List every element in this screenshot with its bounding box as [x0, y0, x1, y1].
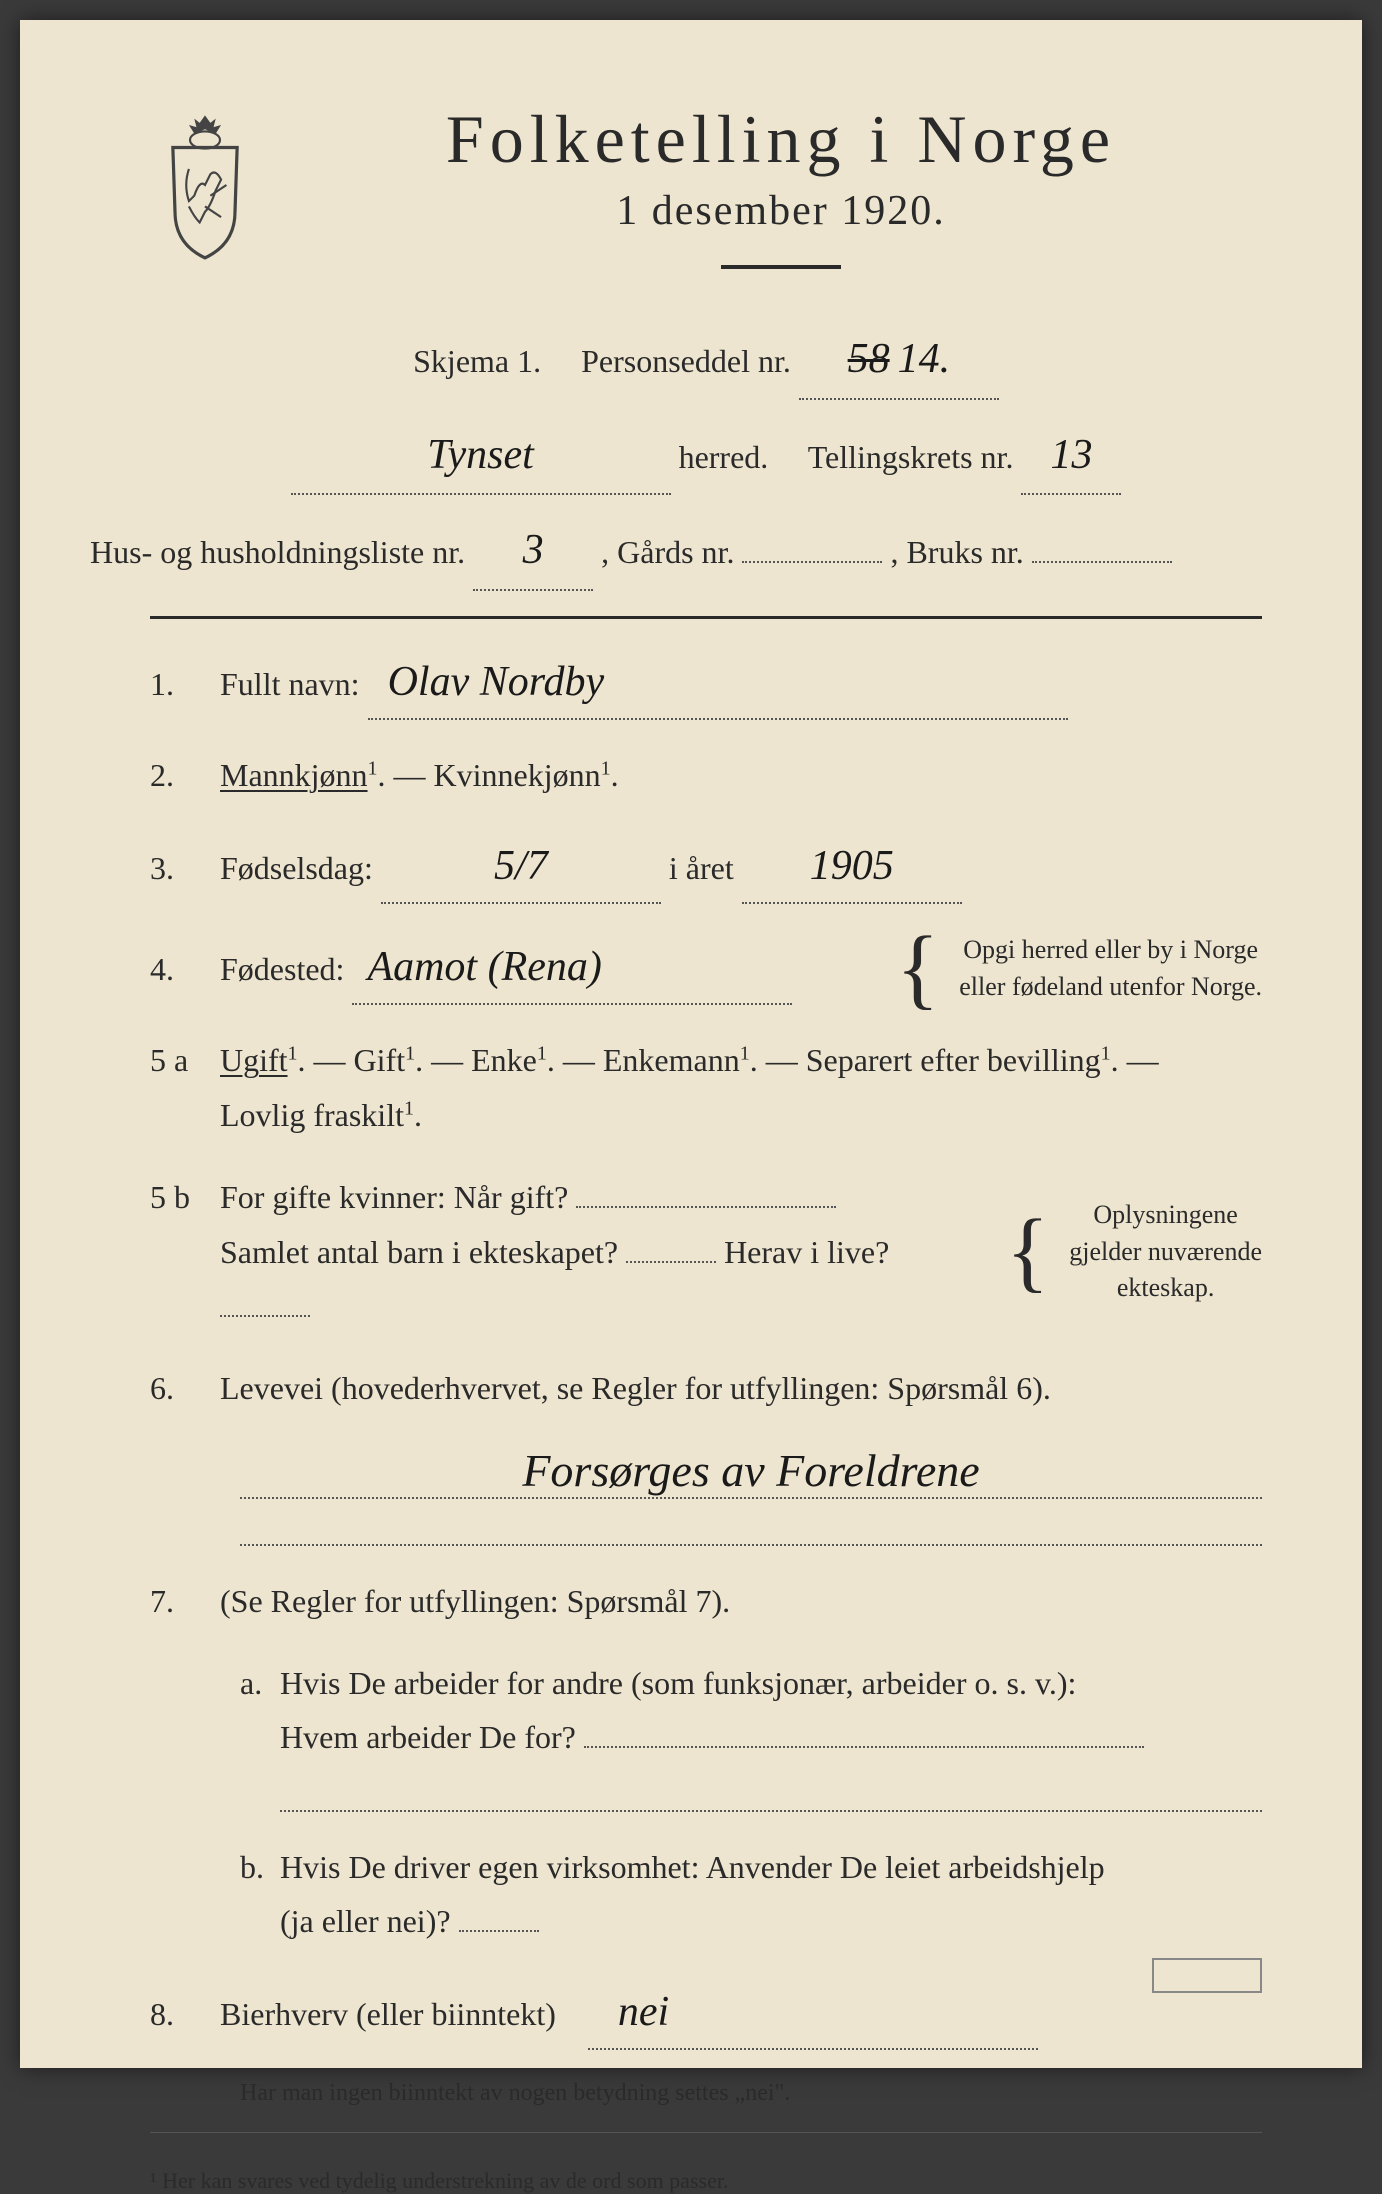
q2-mann: Mannkjønn	[220, 757, 368, 793]
q7-label: (Se Regler for utfyllingen: Spørsmål 7).	[220, 1583, 730, 1619]
q8-num: 8.	[150, 1987, 220, 2041]
footnote-1: ¹ Her kan svares ved tydelig understrekn…	[150, 2168, 1262, 2194]
q7-num: 7.	[150, 1574, 220, 1628]
q8: 8. Bierhverv (eller biinntekt) nei	[150, 1977, 1262, 2050]
stamp-box	[1152, 1958, 1262, 1993]
q5b-note: Oplysningene gjelder nuværende ekteskap.	[1069, 1197, 1262, 1306]
bruks-label: , Bruks nr.	[890, 534, 1023, 570]
header-row: Folketelling i Norge 1 desember 1920.	[150, 100, 1262, 304]
q7b-label1: Hvis De driver egen virksomhet: Anvender…	[280, 1849, 1105, 1885]
q8-label: Bierhverv (eller biinntekt)	[220, 1996, 556, 2032]
q2-sup1: 1	[368, 758, 378, 780]
personseddel-struck: 58	[848, 336, 890, 382]
q7b-label2: (ja eller nei)?	[280, 1903, 451, 1939]
q2-num: 2.	[150, 748, 220, 802]
q6-label: Levevei (hovederhvervet, se Regler for u…	[220, 1370, 1051, 1406]
q4: 4. Fødested: Aamot (Rena) { Opgi herred …	[150, 932, 1262, 1005]
q6: 6. Levevei (hovederhvervet, se Regler fo…	[150, 1361, 1262, 1415]
q2: 2. Mannkjønn1. — Kvinnekjønn1.	[150, 748, 1262, 802]
skjema-line: Skjema 1. Personseddel nr. 58 14.	[150, 322, 1262, 400]
q1-num: 1.	[150, 657, 220, 711]
q6-blank-line	[240, 1544, 1262, 1546]
brace-icon-2: {	[1006, 1216, 1049, 1288]
q5a-enke: Enke	[471, 1042, 537, 1078]
hus-nr: 3	[523, 527, 544, 573]
q3: 3. Fødselsdag: 5/7 i året 1905	[150, 831, 1262, 904]
tellingskrets-nr: 13	[1050, 432, 1092, 478]
q5b-label1: For gifte kvinner: Når gift?	[220, 1179, 568, 1215]
q3-year: 1905	[810, 843, 894, 889]
q4-num: 4.	[150, 942, 220, 996]
q7a-label2: Hvem arbeider De for?	[280, 1719, 576, 1755]
q5b-label2: Samlet antal barn i ekteskapet?	[220, 1234, 618, 1270]
q6-value: Forsørges av Foreldrene	[522, 1445, 979, 1496]
q3-day: 5/7	[494, 843, 548, 889]
q5a: 5 a Ugift1. — Gift1. — Enke1. — Enkemann…	[150, 1033, 1262, 1142]
hus-label: Hus- og husholdningsliste nr.	[90, 534, 465, 570]
title-divider	[721, 265, 841, 269]
q1-label: Fullt navn:	[220, 666, 360, 702]
q2-kvinne: Kvinnekjønn	[434, 757, 601, 793]
herred-label: herred.	[679, 439, 769, 475]
personseddel-label: Personseddel nr.	[581, 343, 791, 379]
q7a: a. Hvis De arbeider for andre (som funks…	[240, 1656, 1262, 1765]
q6-answer: Forsørges av Foreldrene	[240, 1444, 1262, 1499]
q3-year-label: i året	[669, 850, 734, 886]
q5a-separert: Separert efter bevilling	[806, 1042, 1101, 1078]
q7b: b. Hvis De driver egen virksomhet: Anven…	[240, 1840, 1262, 1949]
q7a-blank-line	[280, 1810, 1262, 1812]
separator-2	[150, 2132, 1262, 2133]
q5a-gift: Gift	[354, 1042, 406, 1078]
q2-sep: —	[394, 757, 434, 793]
hus-line: Hus- og husholdningsliste nr. 3 , Gårds …	[90, 513, 1262, 591]
gards-label: , Gårds nr.	[601, 534, 734, 570]
tellingskrets-label: Tellingskrets nr.	[808, 439, 1014, 475]
herred-value: Tynset	[427, 432, 534, 478]
q7a-num: a.	[240, 1656, 280, 1710]
brace-icon: {	[896, 933, 939, 1005]
personseddel-nr: 14.	[898, 336, 951, 382]
q5b-label3: Herav i live?	[724, 1234, 889, 1270]
separator-1	[150, 616, 1262, 619]
q5a-lovlig: Lovlig fraskilt	[220, 1097, 404, 1133]
q3-num: 3.	[150, 841, 220, 895]
q7: 7. (Se Regler for utfyllingen: Spørsmål …	[150, 1574, 1262, 1628]
q4-label: Fødested:	[220, 951, 344, 987]
q7a-label1: Hvis De arbeider for andre (som funksjon…	[280, 1665, 1076, 1701]
q2-sup2: 1	[601, 758, 611, 780]
footer-note: Har man ingen biinntekt av nogen betydni…	[240, 2080, 1262, 2107]
q1: 1. Fullt navn: Olav Nordby	[150, 647, 1262, 720]
census-form-page: Folketelling i Norge 1 desember 1920. Sk…	[20, 20, 1362, 2068]
q5a-num: 5 a	[150, 1033, 220, 1087]
q4-value: Aamot (Rena)	[367, 944, 601, 990]
q6-num: 6.	[150, 1361, 220, 1415]
q4-note: Opgi herred eller by i Norge eller fødel…	[959, 932, 1262, 1005]
title-block: Folketelling i Norge 1 desember 1920.	[300, 100, 1262, 304]
q5a-enkemann: Enkemann	[603, 1042, 740, 1078]
q1-value: Olav Nordby	[388, 659, 605, 705]
q7b-num: b.	[240, 1840, 280, 1894]
q3-label: Fødselsdag:	[220, 850, 373, 886]
q5a-ugift: Ugift	[220, 1042, 288, 1078]
subtitle: 1 desember 1920.	[300, 187, 1262, 235]
main-title: Folketelling i Norge	[300, 100, 1262, 179]
skjema-label: Skjema 1.	[413, 343, 541, 379]
q5b-num: 5 b	[150, 1170, 220, 1224]
herred-line: Tynset herred. Tellingskrets nr. 13	[150, 418, 1262, 496]
coat-of-arms-icon	[150, 110, 260, 260]
q5b: 5 b For gifte kvinner: Når gift? Samlet …	[150, 1170, 1262, 1333]
q8-value: nei	[618, 1989, 669, 2035]
